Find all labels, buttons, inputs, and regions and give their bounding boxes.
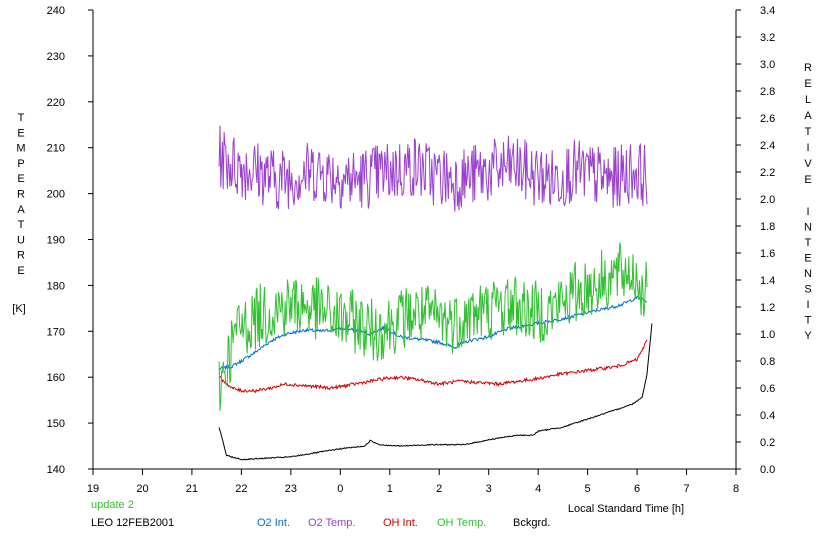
y-left-tick-label: 190 bbox=[47, 235, 65, 247]
y-right-tick-label: 0.6 bbox=[760, 383, 775, 395]
series-line-oh-temp bbox=[218, 242, 648, 411]
y-left-axis-label-letter: R bbox=[17, 250, 25, 262]
y-left-axis-label-letter: U bbox=[17, 234, 25, 246]
y-left-axis-label-letter: E bbox=[17, 173, 24, 185]
x-tick-label: 20 bbox=[136, 483, 148, 495]
y-left-axis-label-letter: P bbox=[17, 158, 24, 170]
y-right-tick-label: 3.2 bbox=[760, 32, 775, 44]
y-left-tick-label: 230 bbox=[47, 51, 65, 63]
y-right-tick-label: 2.0 bbox=[760, 194, 775, 206]
y-left-axis-label-letter: E bbox=[17, 127, 24, 139]
y-left-axis-label-letter: T bbox=[18, 112, 25, 124]
x-axis-label: Local Standard Time [h] bbox=[568, 503, 684, 515]
y-right-axis-label-letter: S bbox=[804, 284, 811, 296]
y-left-tick-label: 170 bbox=[47, 326, 65, 338]
y-right-tick-label: 2.6 bbox=[760, 113, 775, 125]
y-left-tick-label: 140 bbox=[47, 464, 65, 476]
status-text: update 2 bbox=[91, 499, 134, 511]
y-left-tick-label: 200 bbox=[47, 189, 65, 201]
y-left-axis-label-letter: T bbox=[18, 219, 25, 231]
legend-item-bckgrd: Bckgrd. bbox=[513, 517, 550, 529]
x-tick-label: 1 bbox=[387, 483, 393, 495]
x-tick-label: 0 bbox=[337, 483, 343, 495]
legend-item-o2-int: O2 Int. bbox=[257, 517, 290, 529]
x-tick-label: 23 bbox=[285, 483, 297, 495]
series-group bbox=[218, 125, 653, 461]
y-right-tick-label: 1.2 bbox=[760, 302, 775, 314]
y-right-tick-label: 1.4 bbox=[760, 275, 775, 287]
y-left-tick-label: 220 bbox=[47, 97, 65, 109]
series-line-oh-int bbox=[218, 339, 648, 394]
x-tick-label: 22 bbox=[235, 483, 247, 495]
y-right-axis-label-letter: E bbox=[804, 253, 811, 265]
y-left-axis-label-letter: M bbox=[16, 143, 25, 155]
y-right-tick-label: 1.6 bbox=[760, 248, 775, 260]
station-date-label: LEO 12FEB2001 bbox=[91, 517, 174, 529]
y-left-axis-label-letter: E bbox=[17, 265, 24, 277]
y-right-tick-label: 2.4 bbox=[760, 140, 775, 152]
x-tick-label: 7 bbox=[683, 483, 689, 495]
x-tick-label: 6 bbox=[634, 483, 640, 495]
x-tick-label: 8 bbox=[733, 483, 739, 495]
y-right-axis-label-letter: R bbox=[804, 62, 812, 74]
y-right-axis-label-letter: I bbox=[806, 299, 809, 311]
y-right-axis-label-letter: T bbox=[805, 237, 812, 249]
x-tick-label: 21 bbox=[186, 483, 198, 495]
series-line-o2-temp bbox=[218, 125, 648, 212]
axes-group: 19 20 21 22 23 0 1 2 3 4 5 6 7 8140150160170180190200… bbox=[47, 5, 776, 495]
y-right-axis-label-letter: N bbox=[804, 222, 812, 234]
legend-item-o2-temp: O2 Temp. bbox=[308, 517, 356, 529]
series-line-bckgrd bbox=[218, 323, 653, 461]
x-tick-label: 4 bbox=[535, 483, 541, 495]
y-right-tick-label: 2.8 bbox=[760, 86, 775, 98]
x-tick-label: 5 bbox=[585, 483, 591, 495]
y-left-axis-label-letter: R bbox=[17, 189, 25, 201]
y-right-tick-label: 3.0 bbox=[760, 59, 775, 71]
x-tick-label: 3 bbox=[486, 483, 492, 495]
y-right-axis-label-letter: E bbox=[804, 174, 811, 186]
y-left-tick-label: 240 bbox=[47, 5, 65, 17]
x-tick-label: 2 bbox=[436, 483, 442, 495]
y-left-tick-label: 210 bbox=[47, 143, 65, 155]
y-right-axis-label-letter: T bbox=[805, 315, 812, 327]
legend-item-oh-int: OH Int. bbox=[383, 517, 418, 529]
y-left-tick-label: 180 bbox=[47, 280, 65, 292]
x-tick-label: 19 bbox=[87, 483, 99, 495]
legend-item-oh-temp: OH Temp. bbox=[437, 517, 486, 529]
y-right-axis-label-letter: T bbox=[805, 126, 812, 138]
y-right-tick-label: 0.0 bbox=[760, 464, 775, 476]
y-right-tick-label: 0.8 bbox=[760, 356, 775, 368]
y-right-axis-label-letter: L bbox=[805, 94, 811, 106]
y-right-axis-label-letter: I bbox=[806, 142, 809, 154]
y-right-axis-label-letter: A bbox=[804, 110, 812, 122]
y-right-tick-label: 1.8 bbox=[760, 221, 775, 233]
y-left-axis-label-letter: A bbox=[17, 204, 25, 216]
y-right-axis-label-letter: E bbox=[804, 78, 811, 90]
y-right-tick-label: 0.2 bbox=[760, 437, 775, 449]
y-right-axis-label-letter: N bbox=[804, 268, 812, 280]
y-left-axis-unit: [K] bbox=[12, 303, 25, 315]
y-right-axis-label-letter: Y bbox=[804, 330, 812, 342]
y-right-tick-label: 0.4 bbox=[760, 410, 775, 422]
legend-group: O2 Int. O2 Temp. OH Int. OH Temp. Bckgrd. bbox=[257, 517, 550, 529]
labels-group: Local Standard Time [h]TEMPERATURE[K]REL… bbox=[12, 62, 812, 529]
y-right-tick-label: 2.2 bbox=[760, 167, 775, 179]
y-left-tick-label: 150 bbox=[47, 418, 65, 430]
y-right-tick-label: 3.4 bbox=[760, 5, 775, 17]
y-left-tick-label: 160 bbox=[47, 372, 65, 384]
y-right-tick-label: 1.0 bbox=[760, 329, 775, 341]
y-right-axis-label-letter: I bbox=[806, 206, 809, 218]
y-right-axis-label-letter: V bbox=[804, 158, 812, 170]
